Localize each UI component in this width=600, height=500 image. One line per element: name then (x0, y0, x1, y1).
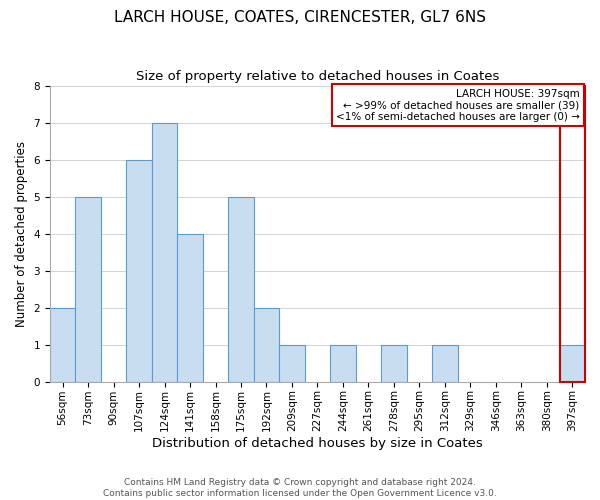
Bar (279, 344, 305, 382)
Bar (50, 308, 76, 382)
Bar (127, 160, 152, 382)
Bar (254, 308, 279, 382)
Bar (76, 196, 101, 382)
Title: Size of property relative to detached houses in Coates: Size of property relative to detached ho… (136, 70, 499, 83)
Bar (152, 122, 178, 382)
Bar (432, 344, 458, 382)
Bar (228, 196, 254, 382)
Bar (330, 344, 356, 382)
Bar (560, 344, 585, 382)
Bar (560, 86, 585, 382)
Bar (381, 344, 407, 382)
Bar (178, 234, 203, 382)
Text: Contains HM Land Registry data © Crown copyright and database right 2024.
Contai: Contains HM Land Registry data © Crown c… (103, 478, 497, 498)
Text: LARCH HOUSE: 397sqm
← >99% of detached houses are smaller (39)
<1% of semi-detac: LARCH HOUSE: 397sqm ← >99% of detached h… (336, 88, 580, 122)
Y-axis label: Number of detached properties: Number of detached properties (15, 140, 28, 326)
X-axis label: Distribution of detached houses by size in Coates: Distribution of detached houses by size … (152, 437, 483, 450)
Text: LARCH HOUSE, COATES, CIRENCESTER, GL7 6NS: LARCH HOUSE, COATES, CIRENCESTER, GL7 6N… (114, 10, 486, 25)
